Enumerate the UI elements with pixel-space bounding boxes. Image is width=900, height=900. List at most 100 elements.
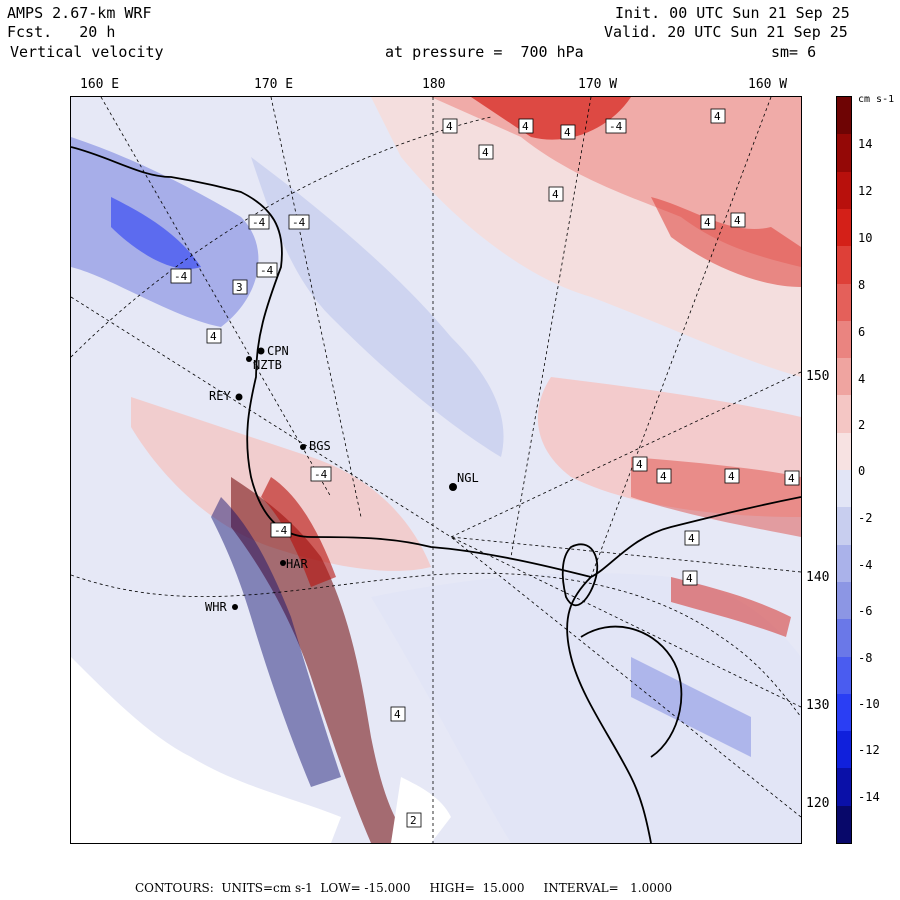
colorbar-segment xyxy=(837,171,851,210)
colorbar-segment xyxy=(837,320,851,359)
contour-label-box: -4 xyxy=(256,262,278,278)
contour-label-frame xyxy=(632,456,648,472)
colorbar-segment xyxy=(837,768,851,807)
contour-label-box: 4 xyxy=(478,144,494,160)
masked-area-2 xyxy=(391,777,451,843)
contour-label-text: -4 xyxy=(292,216,306,229)
colorbar-label: -2 xyxy=(858,511,873,525)
colorbar-segment xyxy=(837,134,851,173)
mountain-red-core xyxy=(261,477,336,587)
lon-label-170w: 170 W xyxy=(578,77,618,92)
colorbar-label: -14 xyxy=(858,790,880,804)
contour-label-text: 3 xyxy=(236,281,243,294)
colorbar-label: -12 xyxy=(858,743,880,757)
contour-label-frame xyxy=(310,466,332,482)
contour-label-text: -4 xyxy=(609,120,623,133)
contour-label-box: -4 xyxy=(288,214,310,230)
right-red-streak xyxy=(651,197,801,287)
contour-label-box: 4 xyxy=(548,186,564,202)
contour-label-text: -4 xyxy=(260,264,274,277)
contour-label-box: 4 xyxy=(560,124,576,140)
colorbar-segment xyxy=(837,395,851,434)
contour-label-text: -4 xyxy=(174,270,188,283)
station-dot-nztb xyxy=(246,356,252,362)
station-dot-rey xyxy=(235,393,243,401)
contour-label-frame xyxy=(656,468,672,484)
station-dot-ngl xyxy=(449,483,457,491)
contour-label-box: 4 xyxy=(724,468,740,484)
colorbar-segment xyxy=(837,507,851,546)
contour-label-text: 4 xyxy=(686,572,693,585)
colorbar-segment xyxy=(837,432,851,471)
station-dot-bgs xyxy=(300,444,306,450)
contour-label-box: 4 xyxy=(730,212,746,228)
contour-label-frame xyxy=(605,118,627,134)
meridian-150e xyxy=(71,296,452,538)
contour-label-text: 4 xyxy=(552,188,559,201)
colorbar-segment xyxy=(837,97,851,135)
colorbar-label: -10 xyxy=(858,697,880,711)
island xyxy=(561,543,599,607)
contour-label-frame xyxy=(478,144,494,160)
contour-label-box: 4 xyxy=(206,328,222,344)
contour-label-box: 4 xyxy=(710,108,726,124)
graticule xyxy=(71,97,801,843)
contour-label-text: 4 xyxy=(688,532,695,545)
colorbar-segment xyxy=(837,470,851,508)
contour-label-text: 4 xyxy=(522,120,529,133)
contour-label-frame xyxy=(560,124,576,140)
contour-label-box: 2 xyxy=(406,812,422,828)
contour-label-text: -4 xyxy=(314,468,328,481)
colorbar-segment xyxy=(837,358,851,396)
contour-label-box: -4 xyxy=(170,268,192,284)
colorbar-segment xyxy=(837,208,851,247)
contour-label-box: 4 xyxy=(518,118,534,134)
contour-label-frame xyxy=(548,186,564,202)
contour-label-text: 4 xyxy=(482,146,489,159)
contour-label-text: 4 xyxy=(714,110,721,123)
model-title: AMPS 2.67-km WRF xyxy=(7,4,152,22)
contour-label-text: -4 xyxy=(274,524,288,537)
colorbar-label: 14 xyxy=(858,137,873,151)
coastline xyxy=(71,146,801,843)
colorbar-segment xyxy=(837,656,851,695)
forecast-label: Fcst. 20 h xyxy=(7,23,115,41)
contour-label-box: 4 xyxy=(656,468,672,484)
colorbar-label: 4 xyxy=(858,372,866,386)
western-pink xyxy=(131,397,431,571)
ice-edge xyxy=(580,625,683,758)
colorbar-segment xyxy=(837,581,851,620)
contour-label-frame xyxy=(232,279,248,295)
colorbar-segment xyxy=(837,544,851,583)
meridian-140w xyxy=(450,536,801,573)
valid-time: Valid. 20 UTC Sun 21 Sep 25 xyxy=(604,23,848,41)
station-label-whr: WHR xyxy=(205,600,227,614)
contour-label-box: 4 xyxy=(682,570,698,586)
contour-label-text: 4 xyxy=(210,330,217,343)
contour-label-frame xyxy=(730,212,746,228)
coastline-east xyxy=(566,576,652,843)
contour-label-frame xyxy=(518,118,534,134)
contour-label-text: 4 xyxy=(788,472,795,485)
station-dot-cpn xyxy=(257,347,265,355)
meridian-130w xyxy=(450,536,801,708)
interior-light-blue xyxy=(251,157,504,457)
mountain-blue-streak xyxy=(211,497,341,787)
contour-label-box: -4 xyxy=(310,466,332,482)
pressure-level: at pressure = 700 hPa xyxy=(385,43,584,61)
map-panel: CPN NZTB REY BGS NGL HAR WHR 4 4 4 4 -4 4 4 4 4 -… xyxy=(70,96,802,844)
colorbar-label: 6 xyxy=(858,325,866,339)
contour-label-box: 4 xyxy=(784,470,800,486)
contour-label-frame xyxy=(206,328,222,344)
plateau-region xyxy=(371,573,801,843)
meridian-160e xyxy=(100,97,332,498)
contour-label-box: 4 xyxy=(632,456,648,472)
contour-labels: 4 4 4 4 -4 4 4 4 4 -4 -4 -4 3 -4 4 4 4 4 4 4 -4 -4 4 4 2 xyxy=(170,108,800,828)
contour-label-text: 4 xyxy=(446,120,453,133)
colorbar-segment xyxy=(837,246,851,284)
station-label-ngl: NGL xyxy=(457,471,479,485)
colorbar-label: 12 xyxy=(858,184,873,198)
plateau-red-streak xyxy=(671,577,791,637)
contour-info-footer: CONTOURS: UNITS=cm s-1 LOW= -15.000 HIGH… xyxy=(135,881,673,895)
colorbar-label: -4 xyxy=(858,558,873,572)
